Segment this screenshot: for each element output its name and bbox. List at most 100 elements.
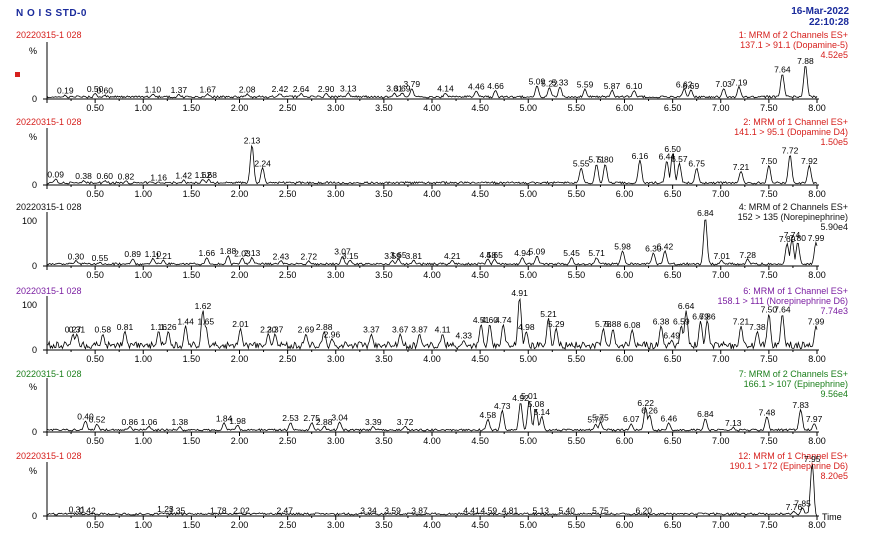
x-tick-label: 2.00 <box>231 354 249 364</box>
peak-label: 5.59 <box>577 80 594 90</box>
peak-label: 4.33 <box>455 331 472 341</box>
peak-label: 2.30 <box>260 324 277 334</box>
transition-label: 158.1 > 111 (Norepinephrine D6) <box>718 296 849 306</box>
x-tick-label: 4.00 <box>423 354 441 364</box>
peak-label: 1.23 <box>157 504 174 514</box>
peak-label: 5.70 <box>587 415 604 425</box>
peak-label: 7.13 <box>725 418 742 428</box>
x-tick-label: 5.50 <box>568 189 586 199</box>
x-tick-label: 3.50 <box>375 520 393 530</box>
peak-label: 7.64 <box>774 64 791 74</box>
x-tick-label: 2.50 <box>279 354 297 364</box>
peak-label: 2.72 <box>301 251 318 261</box>
peak-label: 4.14 <box>437 84 454 94</box>
x-tick-label: 2.50 <box>279 103 297 113</box>
x-tick-label: 5.00 <box>519 436 537 446</box>
x-tick-label: 5.00 <box>519 354 537 364</box>
trace-line <box>46 297 818 351</box>
peak-label: 6.42 <box>657 241 674 251</box>
x-tick-label: 1.50 <box>183 354 201 364</box>
channel-label: 7: MRM of 2 Channels ES+ <box>739 369 848 379</box>
peak-label: 5.01 <box>521 391 538 401</box>
channel-label: 6: MRM of 1 Channel ES+ <box>743 286 848 296</box>
trace-line <box>46 144 818 185</box>
y-tick-label: 0 <box>32 511 37 521</box>
x-tick-label: 2.50 <box>279 520 297 530</box>
peak-label: 3.37 <box>363 324 380 334</box>
peak-label: 7.97 <box>806 414 823 424</box>
peak-label: 6.59 <box>673 317 690 327</box>
intensity-label: 5.90e4 <box>820 222 848 232</box>
y-tick-label: % <box>29 132 37 142</box>
peak-label: 1.67 <box>199 85 216 95</box>
sample-label: 20220315-1 028 <box>16 369 82 379</box>
x-tick-label: 0.50 <box>86 520 104 530</box>
peak-label: 0.42 <box>79 505 96 515</box>
peak-label: 0.60 <box>96 86 113 96</box>
peak-label: 5.29 <box>548 319 565 329</box>
peak-label: 5.71 <box>588 155 605 165</box>
peak-label: 5.09 <box>529 76 546 86</box>
peak-label: 6.30 <box>645 244 662 254</box>
peak-label: 7.21 <box>733 162 750 172</box>
x-tick-label: 6.00 <box>616 520 634 530</box>
peak-label: 7.72 <box>782 145 799 155</box>
peak-label: 2.75 <box>303 413 320 423</box>
peak-label: 0.60 <box>96 171 113 181</box>
peak-label: 1.44 <box>177 317 194 327</box>
peak-label: 0.50 <box>87 84 104 94</box>
trace-line <box>46 400 818 432</box>
peak-label: 0.40 <box>77 412 94 422</box>
x-tick-label: 4.50 <box>471 520 489 530</box>
peak-label: 2.42 <box>272 84 289 94</box>
transition-label: 166.1 > 107 (Epinephrine) <box>744 379 848 389</box>
x-tick-label: 4.00 <box>423 103 441 113</box>
x-tick-label: 7.00 <box>712 520 730 530</box>
peak-label: 6.50 <box>664 144 681 154</box>
x-axis-unit: Time <box>822 512 842 522</box>
peak-label: 1.65 <box>198 317 215 327</box>
peak-label: 4.51 <box>473 315 490 325</box>
x-tick-label: 2.00 <box>231 520 249 530</box>
peak-label: 7.83 <box>792 400 809 410</box>
peak-label: 0.31 <box>69 324 86 334</box>
peak-label: 6.84 <box>697 208 714 218</box>
x-tick-label: 8.00 <box>808 103 826 113</box>
peak-label: 6.07 <box>623 414 640 424</box>
peak-label: 3.72 <box>397 417 414 427</box>
peak-label: 1.38 <box>172 417 189 427</box>
x-tick-label: 7.00 <box>712 189 730 199</box>
x-tick-label: 6.00 <box>616 189 634 199</box>
x-tick-label: 8.00 <box>808 354 826 364</box>
peak-label: 6.62 <box>676 80 693 90</box>
x-tick-label: 2.50 <box>279 436 297 446</box>
x-tick-label: 1.00 <box>134 189 152 199</box>
peak-label: 6.64 <box>678 301 695 311</box>
peak-label: 6.84 <box>697 409 714 419</box>
x-tick-label: 5.00 <box>519 520 537 530</box>
x-tick-label: 4.50 <box>471 436 489 446</box>
peak-label: 1.35 <box>169 505 186 515</box>
peak-label: 5.55 <box>573 159 590 169</box>
peak-label: 5.08 <box>528 399 545 409</box>
peak-label: 2.88 <box>316 417 333 427</box>
peak-label: 3.13 <box>340 84 357 94</box>
sample-label: 20220315-1 028 <box>16 286 82 296</box>
x-tick-label: 1.00 <box>134 354 152 364</box>
sample-label: 20220315-1 028 <box>16 117 82 127</box>
y-tick-label: % <box>29 46 37 56</box>
x-tick-label: 4.00 <box>423 520 441 530</box>
peak-label: 3.81 <box>405 251 422 261</box>
x-tick-label: 3.00 <box>327 189 345 199</box>
x-tick-label: 0.50 <box>86 436 104 446</box>
peak-label: 2.64 <box>293 84 310 94</box>
x-tick-label: 4.00 <box>423 436 441 446</box>
trace-line <box>46 66 818 99</box>
peak-label: 5.75 <box>592 413 609 423</box>
peak-label: 6.22 <box>637 398 654 408</box>
peak-label: 2.53 <box>282 413 299 423</box>
peak-label: 6.26 <box>641 405 658 415</box>
x-tick-label: 7.50 <box>760 189 778 199</box>
transition-label: 152 > 135 (Norepinephrine) <box>738 212 848 222</box>
peak-label: 0.38 <box>75 171 92 181</box>
